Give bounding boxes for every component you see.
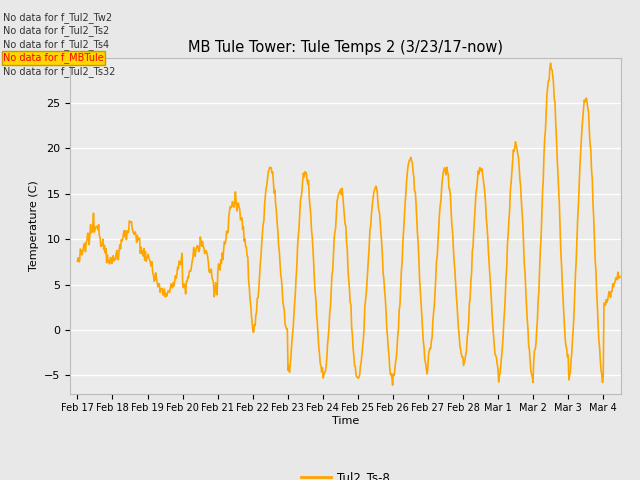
X-axis label: Time: Time <box>332 416 359 426</box>
Text: No data for f_Tul2_Ts4: No data for f_Tul2_Ts4 <box>3 39 109 50</box>
Text: No data for f_MBTule: No data for f_MBTule <box>3 52 104 63</box>
Title: MB Tule Tower: Tule Temps 2 (3/23/17-now): MB Tule Tower: Tule Temps 2 (3/23/17-now… <box>188 40 503 55</box>
Text: No data for f_Tul2_Tw2: No data for f_Tul2_Tw2 <box>3 12 113 23</box>
Y-axis label: Temperature (C): Temperature (C) <box>29 180 39 271</box>
Text: No data for f_Tul2_Ts32: No data for f_Tul2_Ts32 <box>3 66 116 77</box>
Legend: Tul2_Ts-8: Tul2_Ts-8 <box>297 466 394 480</box>
Text: No data for f_Tul2_Ts2: No data for f_Tul2_Ts2 <box>3 25 109 36</box>
